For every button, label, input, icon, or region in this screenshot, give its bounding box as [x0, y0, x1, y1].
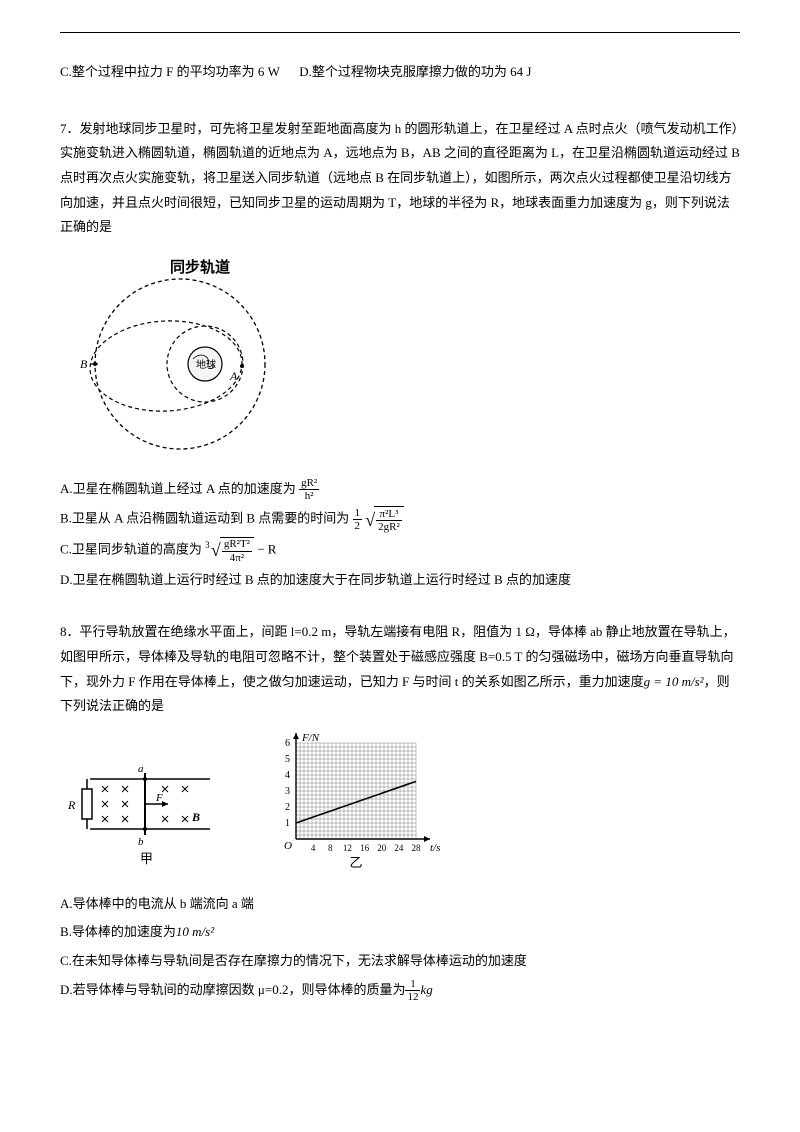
q7-figure: 同步轨道 地球 A B [60, 254, 740, 463]
svg-text:28: 28 [412, 843, 422, 853]
q8-option-d: D.若导体棒与导轨间的动摩擦因数 μ=0.2，则导体棒的质量为 1 12 kg [60, 978, 740, 1004]
q8-b-prefix: B.导体棒的加速度为 [60, 924, 176, 939]
q7-a-den: h² [299, 490, 319, 502]
svg-text:1: 1 [285, 818, 290, 829]
svg-text:A: A [229, 369, 238, 383]
label-R: R [67, 798, 76, 812]
svg-text:4: 4 [311, 843, 316, 853]
page-rule [60, 32, 740, 33]
q6-option-row: C.整个过程中拉力 F 的平均功率为 6 W D.整个过程物块克服摩擦力做的功为… [60, 60, 740, 85]
q7-a-prefix: A.卫星在椭圆轨道上经过 A 点的加速度为 [60, 481, 296, 496]
svg-text:F/N: F/N [301, 732, 320, 744]
svg-text:B: B [80, 357, 88, 371]
q8-d-prefix: D.若导体棒与导轨间的动摩擦因数 μ=0.2，则导体棒的质量为 [60, 982, 405, 997]
orbit-label-text: 同步轨道 [170, 258, 230, 276]
q7-stem: 7．发射地球同步卫星时，可先将卫星发射至距地面高度为 h 的圆形轨道上，在卫星经… [60, 117, 740, 240]
svg-text:3: 3 [285, 786, 290, 797]
q7-a-frac: gR² h² [299, 477, 319, 502]
diagram-left-label: 甲 [140, 851, 153, 866]
q8-d-num: 1 [405, 978, 420, 991]
svg-text:乙: 乙 [349, 855, 362, 869]
q7-c-sqrt-num: gR²T² [222, 538, 252, 551]
q7-option-d: D.卫星在椭圆轨道上运行时经过 B 点的加速度大于在同步轨道上运行时经过 B 点… [60, 568, 740, 593]
q7-option-c: C.卫星同步轨道的高度为 3 √ gR²T² 4π² − R [60, 537, 740, 564]
q8-stem: 8．平行导轨放置在绝缘水平面上，间距 l=0.2 m，导轨左端接有电阻 R，阻值… [60, 620, 740, 719]
q8-circuit: R a b F B [60, 759, 220, 878]
q7-a-num: gR² [299, 477, 319, 490]
svg-text:12: 12 [343, 843, 352, 853]
q7-b-prefix: B.卫星从 A 点沿椭圆轨道运动到 B 点需要的时间为 [60, 511, 349, 526]
q7-b-sqrt: √ π²L³ 2gR² [365, 506, 404, 533]
q7-c-suffix: − R [257, 541, 276, 556]
label-B: B [191, 810, 200, 824]
q7-b-coef-den: 2 [353, 520, 363, 532]
svg-text:16: 16 [360, 843, 370, 853]
q8-d-suffix: kg [420, 982, 432, 997]
q8-figure-row: R a b F B [60, 729, 740, 878]
svg-text:8: 8 [328, 843, 333, 853]
label-a: a [138, 763, 144, 775]
q6-option-c: C.整个过程中拉力 F 的平均功率为 6 W [60, 64, 280, 79]
label-b: b [138, 836, 144, 848]
q8-b-val: 10 m/s² [176, 924, 214, 939]
svg-text:5: 5 [285, 754, 290, 765]
label-F: F [155, 792, 163, 804]
svg-text:t/s: t/s [430, 842, 440, 854]
q8-stem-1: 8．平行导轨放置在绝缘水平面上，间距 l=0.2 m，导轨左端接有电阻 R，阻值… [60, 624, 736, 688]
q7-b-sqrt-num: π²L³ [376, 508, 402, 521]
q7-b-sqrt-den: 2gR² [376, 521, 402, 533]
q8-graph: 123456481216202428OF/Nt/s乙 [268, 729, 448, 878]
q7-option-b: B.卫星从 A 点沿椭圆轨道运动到 B 点需要的时间为 1 2 √ π²L³ 2… [60, 506, 740, 533]
q8-d-den: 12 [405, 991, 420, 1003]
q7-c-sqrt: √ gR²T² 4π² [211, 537, 254, 564]
svg-text:O: O [284, 840, 292, 852]
q7-option-a: A.卫星在椭圆轨道上经过 A 点的加速度为 gR² h² [60, 477, 740, 503]
svg-text:6: 6 [285, 738, 290, 749]
q8-d-frac: 1 12 [405, 978, 420, 1003]
q7-c-sqrt-den: 4π² [222, 552, 252, 564]
q8-g-expr: g = 10 m/s² [644, 674, 704, 689]
svg-text:20: 20 [377, 843, 387, 853]
q8-option-a: A.导体棒中的电流从 b 端流向 a 端 [60, 892, 740, 917]
q8-option-c: C.在未知导体棒与导轨间是否存在摩擦力的情况下，无法求解导体棒运动的加速度 [60, 949, 740, 974]
q6-option-d: D.整个过程物块克服摩擦力做的功为 64 J [299, 64, 531, 79]
q7-b-coef-num: 1 [353, 507, 363, 520]
svg-text:4: 4 [285, 770, 290, 781]
q7-c-prefix: C.卫星同步轨道的高度为 [60, 541, 202, 556]
q8-option-b: B.导体棒的加速度为10 m/s² [60, 920, 740, 945]
svg-text:24: 24 [394, 843, 404, 853]
svg-text:地球: 地球 [196, 358, 216, 371]
svg-text:2: 2 [285, 802, 290, 813]
q7-c-rootidx: 3 [205, 540, 210, 550]
q7-b-coef: 1 2 [353, 507, 363, 532]
